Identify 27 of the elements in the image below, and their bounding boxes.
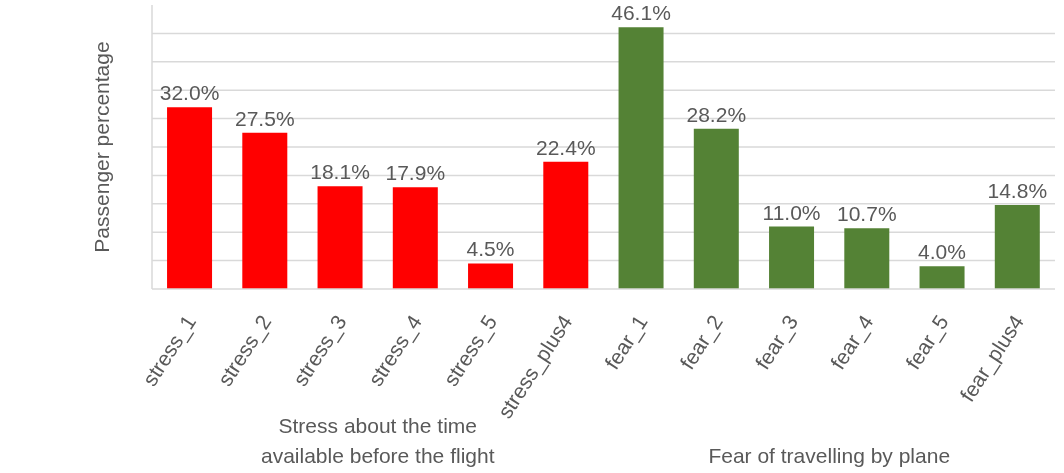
bar bbox=[543, 161, 589, 289]
bar bbox=[919, 266, 965, 289]
bar bbox=[769, 226, 815, 289]
data-label: 46.1% bbox=[611, 1, 671, 25]
bar bbox=[994, 204, 1040, 289]
data-label: 27.5% bbox=[235, 106, 295, 130]
bar bbox=[317, 186, 363, 289]
text: Fear of travelling by plane bbox=[707, 443, 952, 469]
data-label: 14.8% bbox=[987, 178, 1048, 202]
data-label: 11.0% bbox=[762, 200, 821, 224]
bar bbox=[167, 107, 213, 289]
data-label: 4.5% bbox=[466, 237, 515, 261]
data-label: 18.1% bbox=[310, 160, 370, 184]
bar bbox=[392, 187, 438, 289]
data-label: 10.7% bbox=[837, 202, 897, 226]
bar bbox=[693, 128, 739, 289]
data-label: 32.0% bbox=[159, 81, 220, 105]
bar bbox=[618, 27, 664, 289]
bar bbox=[242, 132, 288, 289]
data-label: 4.0% bbox=[918, 240, 966, 264]
data-label: 22.4% bbox=[536, 135, 596, 159]
data-label: 17.9% bbox=[385, 161, 446, 185]
bar bbox=[844, 228, 890, 289]
data-label: 28.2% bbox=[686, 102, 747, 126]
bar bbox=[468, 263, 514, 289]
text: Stress about the time available before the flight bbox=[261, 414, 495, 467]
y-axis-title: Passenger percentage bbox=[90, 41, 114, 253]
